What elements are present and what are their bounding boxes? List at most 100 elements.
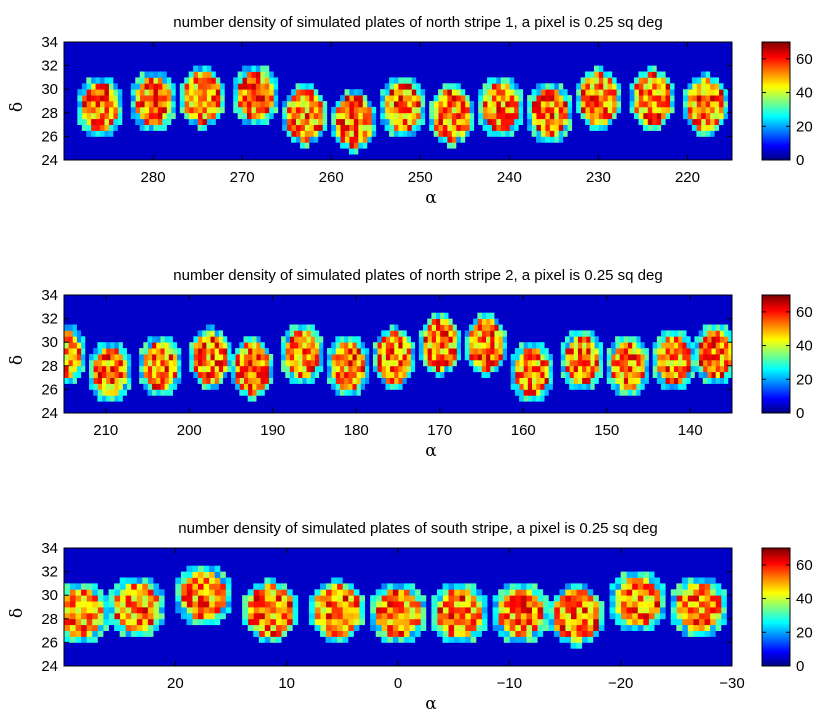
heatmap-cell <box>576 95 581 102</box>
heatmap-cell <box>537 595 544 602</box>
heatmap-cell <box>97 595 104 602</box>
heatmap-cell <box>709 577 716 584</box>
heatmap-cell <box>246 89 252 96</box>
heatmap-cell <box>446 83 452 90</box>
heatmap-cell <box>377 354 382 361</box>
heatmap-cell <box>686 348 691 355</box>
heatmap-cell <box>642 83 648 90</box>
heatmap-cell <box>711 342 716 349</box>
heatmap-cell <box>477 336 482 343</box>
heatmap-cell <box>443 336 449 343</box>
heatmap-cell <box>282 124 288 131</box>
heatmap-cell <box>203 607 210 614</box>
heatmap-cell <box>570 618 577 626</box>
heatmap-cell <box>289 354 295 361</box>
heatmap-cell <box>157 106 163 114</box>
heatmap-cell <box>681 612 688 620</box>
heatmap-cell <box>669 89 675 96</box>
heatmap-cell <box>585 354 591 361</box>
heatmap-cell <box>201 371 207 378</box>
heatmap-cell <box>569 348 574 355</box>
heatmap-cell <box>101 365 107 373</box>
heatmap-cell <box>251 383 257 390</box>
heatmap-cell <box>264 612 271 620</box>
heatmap-cell <box>139 106 145 114</box>
heatmap-cell <box>371 130 377 137</box>
heatmap-cell <box>151 348 157 355</box>
heatmap-cell <box>81 83 87 90</box>
heatmap-cell <box>80 624 87 631</box>
heatmap-cell <box>197 577 204 584</box>
heatmap-cell <box>627 377 633 384</box>
heatmap-cell <box>565 630 571 637</box>
heatmap-cell <box>80 630 87 637</box>
heatmap-cell <box>549 95 555 102</box>
heatmap-cell <box>206 118 212 125</box>
heatmap-cell <box>208 589 215 596</box>
heatmap-cell <box>359 595 365 602</box>
heatmap-cell <box>301 354 307 361</box>
heatmap-cell <box>136 589 143 596</box>
heatmap-cell <box>231 365 236 373</box>
colorbar-segment <box>762 145 790 148</box>
heatmap-cell <box>509 583 516 590</box>
heatmap-cell <box>700 95 706 102</box>
heatmap-cell <box>509 612 516 620</box>
heatmap-cell <box>709 112 715 120</box>
heatmap-cell <box>531 630 538 637</box>
heatmap-cell <box>197 359 203 367</box>
heatmap-cell <box>531 636 538 643</box>
heatmap-cell <box>247 595 254 602</box>
heatmap-cell <box>114 354 119 361</box>
heatmap-cell <box>64 348 69 355</box>
heatmap-cell <box>502 354 507 361</box>
heatmap-cell <box>247 359 253 367</box>
heatmap-cell <box>197 118 203 125</box>
heatmap-cell <box>192 612 198 620</box>
heatmap-cell <box>247 624 254 631</box>
heatmap-cell <box>487 130 492 137</box>
heatmap-cell <box>233 77 239 84</box>
heatmap-cell <box>459 607 466 614</box>
colorbar-segment <box>762 128 790 131</box>
heatmap-cell <box>325 618 332 626</box>
heatmap-cell <box>336 624 343 631</box>
heatmap-cell <box>155 383 161 390</box>
heatmap-cell <box>470 636 477 643</box>
heatmap-cell <box>448 595 455 602</box>
heatmap-cell <box>468 330 474 337</box>
heatmap-cell <box>615 601 622 608</box>
heatmap-cell <box>581 359 587 367</box>
heatmap-cell <box>75 607 82 614</box>
heatmap-cell <box>453 601 460 608</box>
heatmap-cell <box>242 101 247 108</box>
heatmap-cell <box>218 348 224 355</box>
heatmap-cell <box>343 336 349 343</box>
heatmap-cell <box>118 359 123 367</box>
heatmap-cell <box>349 130 354 137</box>
heatmap-cell <box>626 583 633 590</box>
heatmap-cell <box>105 342 111 349</box>
heatmap-cell <box>442 112 448 120</box>
heatmap-cell <box>69 583 76 590</box>
heatmap-cell <box>468 336 474 343</box>
heatmap-cell <box>97 607 104 614</box>
heatmap-cell <box>569 359 574 367</box>
heatmap-cell <box>389 342 395 349</box>
heatmap-cell <box>225 589 232 596</box>
heatmap-cell <box>431 618 438 626</box>
heatmap-cell <box>683 106 688 114</box>
heatmap-cell <box>247 607 254 614</box>
heatmap-cell <box>673 336 679 343</box>
heatmap-cell <box>130 83 136 90</box>
heatmap-cell <box>362 130 368 137</box>
heatmap-cell <box>481 324 487 331</box>
x-axis-label: α <box>425 694 437 714</box>
heatmap-cell <box>539 371 545 378</box>
heatmap-cell <box>281 583 288 590</box>
heatmap-cell <box>362 142 368 149</box>
heatmap-cell <box>676 589 683 596</box>
heatmap-cell <box>619 371 624 378</box>
heatmap-cell <box>372 342 378 349</box>
heatmap-cell <box>180 607 187 614</box>
